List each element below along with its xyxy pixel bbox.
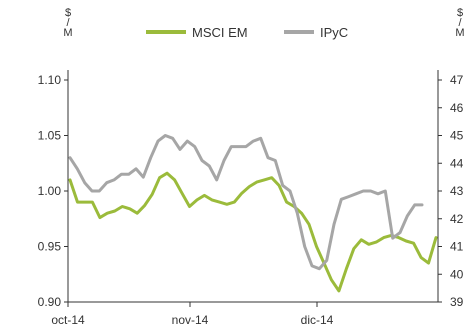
right-tick-label: 47 — [450, 73, 464, 87]
series-layer — [68, 134, 438, 293]
right-tick-label: 39 — [450, 295, 464, 309]
right-tick-label: 45 — [450, 129, 464, 143]
left-tick-label: 0.90 — [38, 295, 62, 309]
x-tick-label: nov-14 — [172, 313, 209, 327]
right-tick-label: 46 — [450, 101, 464, 115]
unit-label-part: / — [458, 17, 462, 29]
left-tick-label: 1.10 — [38, 73, 62, 87]
legend-label-ipyc: IPyC — [320, 25, 348, 40]
unit-label-part: M — [63, 27, 72, 39]
right-axis-unit-label: $/M — [455, 7, 464, 39]
unit-label-part: / — [66, 17, 70, 29]
right-tick-label: 42 — [450, 212, 464, 226]
right-tick-label: 40 — [450, 267, 464, 281]
series-line-ipyc — [68, 134, 424, 271]
unit-label-part: M — [455, 27, 464, 39]
series-line-msci-em — [68, 171, 438, 293]
x-tick-label: dic-14 — [301, 313, 334, 327]
right-tick-label: 44 — [450, 156, 464, 170]
left-axis-unit-label: $/M — [63, 7, 72, 39]
left-tick-label: 1.05 — [38, 129, 62, 143]
unit-label-part: $ — [457, 7, 463, 19]
right-tick-label: 41 — [450, 240, 464, 254]
x-tick-label: oct-14 — [51, 313, 85, 327]
right-tick-label: 43 — [450, 184, 464, 198]
axes: 0.90 0.95 1.00 1.05 1.10 39 40 41 42 43 44 45 46 47 oc… — [38, 70, 464, 327]
unit-label-part: $ — [65, 7, 71, 19]
legend: MSCI EM IPyC — [146, 25, 348, 40]
left-tick-label: 0.95 — [38, 240, 62, 254]
left-tick-label: 1.00 — [38, 184, 62, 198]
legend-label-msci-em: MSCI EM — [192, 25, 248, 40]
